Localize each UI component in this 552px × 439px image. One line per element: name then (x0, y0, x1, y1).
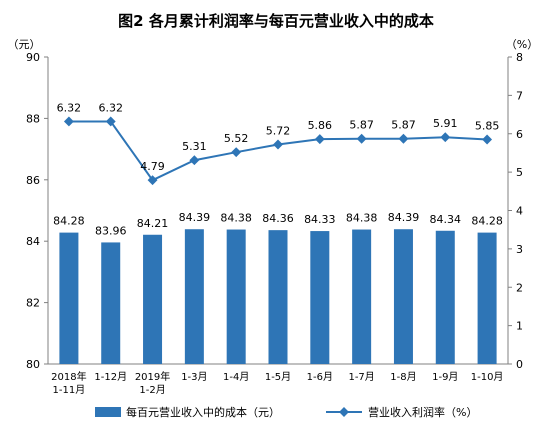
right-tick-label: 4 (516, 205, 523, 218)
line-value-label: 6.32 (98, 101, 123, 114)
line-point (147, 175, 158, 186)
bar-value-label: 84.39 (179, 211, 211, 224)
legend-bar-swatch (95, 407, 121, 417)
line-value-label: 5.85 (475, 120, 500, 133)
bar (226, 229, 246, 364)
bar (101, 242, 121, 364)
bar-value-label: 84.38 (220, 212, 252, 225)
x-tick-label: 1-4月 (223, 371, 249, 383)
bar-value-label: 84.36 (262, 212, 294, 225)
x-tick-label: 1-10月 (471, 371, 504, 383)
x-tick-label: 2018年 1-11月 (51, 370, 86, 396)
line-value-label: 5.52 (224, 132, 249, 145)
x-tick-label: 1-12月 (94, 371, 127, 383)
line-value-label: 6.32 (57, 101, 82, 114)
line-point (231, 147, 242, 158)
bar (477, 232, 497, 364)
right-tick-label: 3 (516, 243, 523, 256)
line-value-label: 4.79 (140, 160, 165, 173)
legend: 每百元营业收入中的成本（元） 营业收入利润率（%） (95, 405, 477, 419)
bar (393, 229, 413, 364)
line-series (63, 116, 493, 186)
x-tick-label: 2019年 1-2月 (135, 370, 170, 396)
bar (310, 231, 330, 364)
right-tick-label: 0 (516, 358, 523, 371)
line-point (63, 116, 74, 127)
line-point (356, 133, 367, 144)
legend-line-marker (339, 407, 349, 417)
x-axis-ticks: 2018年 1-11月 1-12月 2019年 1-2月 1-3月 1-4月 1-5月 1-6月… (51, 370, 503, 396)
bar-value-label: 84.28 (471, 215, 503, 228)
bar-value-label: 84.21 (137, 217, 169, 230)
line-point (398, 133, 409, 144)
right-tick-label: 8 (516, 51, 523, 64)
line-point (189, 155, 200, 166)
legend-line-label: 营业收入利润率（%） (368, 405, 477, 419)
line-value-label: 5.87 (349, 119, 374, 132)
line-point (482, 134, 493, 145)
x-tick-label: 1-6月 (307, 371, 333, 383)
x-tick-label: 1-3月 (181, 371, 207, 383)
bar-value-label: 83.96 (95, 224, 127, 237)
right-tick-label: 7 (516, 89, 523, 102)
line-value-label: 5.31 (182, 140, 207, 153)
axes: 80 82 84 86 88 90 0 1 2 3 4 5 6 7 8 (26, 51, 523, 371)
bar (268, 230, 288, 364)
bar-value-label: 84.38 (346, 212, 378, 225)
line-point (440, 132, 451, 143)
line-point (105, 116, 116, 127)
x-tick-label: 1-8月 (390, 371, 416, 383)
left-tick-label: 88 (26, 112, 40, 125)
left-axis-unit: （元） (8, 38, 41, 51)
line-point (314, 134, 325, 145)
bar (435, 230, 455, 364)
x-tick-label: 1-7月 (348, 371, 374, 383)
left-tick-label: 80 (26, 358, 40, 371)
left-tick-label: 90 (26, 51, 40, 64)
left-tick-label: 82 (26, 297, 40, 310)
left-tick-label: 84 (26, 235, 40, 248)
bar-value-label: 84.28 (53, 215, 85, 228)
bar (352, 229, 372, 364)
x-tick-label: 1-5月 (265, 371, 291, 383)
line-value-label: 5.72 (266, 124, 291, 137)
right-tick-label: 2 (516, 281, 523, 294)
bar-series (59, 229, 497, 364)
bar-value-label: 84.34 (430, 213, 462, 226)
right-tick-label: 1 (516, 320, 523, 333)
bar (143, 234, 163, 364)
chart-title: 图2 各月累计利润率与每百元营业收入中的成本 (118, 12, 434, 30)
legend-bar-label: 每百元营业收入中的成本（元） (126, 405, 280, 419)
left-tick-label: 86 (26, 174, 40, 187)
x-tick-label: 1-9月 (432, 371, 458, 383)
bar (184, 229, 204, 364)
right-tick-label: 6 (516, 128, 523, 141)
line-value-label: 5.91 (433, 117, 458, 130)
bar-value-label: 84.39 (388, 211, 420, 224)
right-tick-label: 5 (516, 166, 523, 179)
data-labels: 84.28 83.96 84.21 84.39 84.38 84.36 84.33 84.38… (53, 101, 503, 237)
right-axis-unit: （%） (506, 38, 538, 51)
line-value-label: 5.87 (391, 119, 416, 132)
bar-value-label: 84.33 (304, 213, 336, 226)
line-value-label: 5.86 (308, 119, 333, 132)
bar (59, 232, 79, 364)
line-point (273, 139, 283, 150)
